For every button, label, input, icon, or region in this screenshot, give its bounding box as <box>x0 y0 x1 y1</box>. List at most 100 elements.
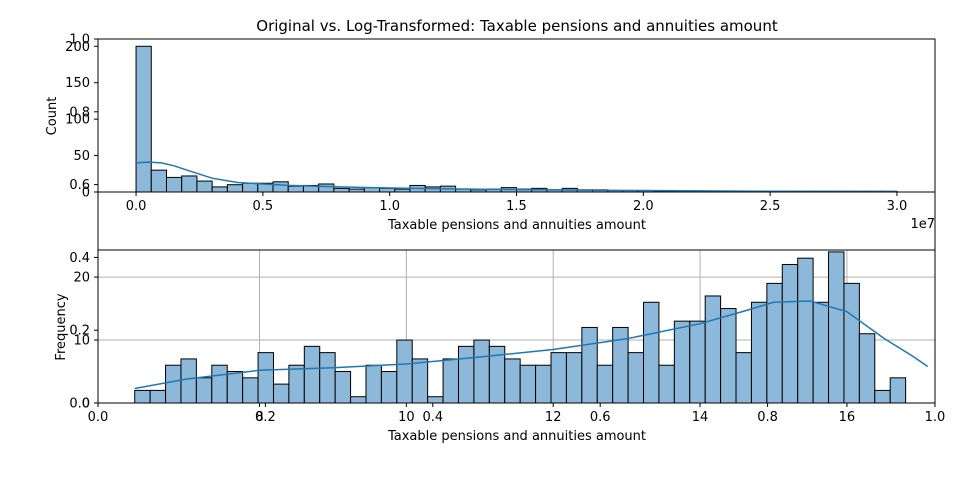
top-x-ticks: 0.0 0.5 1.0 1.5 2.0 2.5 3.0 <box>126 192 908 214</box>
overlay-x-tick-label: 0.2 <box>255 410 276 425</box>
figure-title: Original vs. Log-Transformed: Taxable pe… <box>256 17 778 35</box>
y-tick-label: 50 <box>73 149 90 164</box>
top-y-axis-label: Count <box>45 97 60 136</box>
histogram-bar <box>750 301 768 404</box>
histogram-bar <box>318 183 335 193</box>
histogram-bar <box>365 364 382 404</box>
histogram-bar <box>565 352 583 404</box>
histogram-bar <box>150 169 167 193</box>
histogram-bar <box>689 320 706 404</box>
overlay-y-tick-label: 0.0 <box>69 397 90 412</box>
histogram-bar <box>226 371 244 404</box>
histogram-bar <box>334 371 352 404</box>
histogram-bar <box>720 308 737 404</box>
histogram-bar <box>797 257 814 404</box>
overlay-x-ticks: 0.0 0.2 0.4 0.6 0.8 1.0 <box>88 403 946 425</box>
histogram-bar <box>350 396 367 404</box>
histogram-bar <box>195 377 213 404</box>
histogram-bar <box>287 185 304 193</box>
histogram-bar <box>812 301 830 404</box>
overlay-y-tick-label: 0.6 <box>69 178 90 193</box>
histogram-bar <box>874 389 891 404</box>
histogram-bar <box>427 396 444 404</box>
histogram-bar <box>272 181 289 193</box>
top-histogram-axes: 0.0 0.5 1.0 1.5 2.0 2.5 3.0 0 50 100 150 200 Taxab… <box>45 38 936 233</box>
x-tick-label: 1.5 <box>506 199 527 214</box>
y-tick-label: 100 <box>65 113 90 128</box>
histogram-bar <box>165 176 183 193</box>
x-tick-label: 10 <box>398 410 415 425</box>
histogram-bar <box>333 187 350 193</box>
bottom-histogram-bars <box>134 251 907 404</box>
histogram-bar <box>658 364 675 404</box>
histogram-bar <box>643 301 660 404</box>
bottom-y-ticks: 0 10 20 <box>73 271 98 412</box>
histogram-bar <box>473 339 490 404</box>
histogram-bar <box>766 282 783 404</box>
histogram-bar <box>519 364 537 404</box>
histogram-bar <box>828 251 845 404</box>
bottom-x-ticks: 8 10 12 14 16 <box>255 403 855 425</box>
bottom-histogram-axes: 8 10 12 14 16 0 10 20 Taxable pensions and ann… <box>54 249 936 444</box>
overlay-y-tick-label: 1.0 <box>69 33 90 48</box>
histogram-bar <box>411 358 429 404</box>
top-x-offset-label: 1e7 <box>910 217 935 232</box>
bottom-x-axis-label: Taxable pensions and annuities amount <box>387 429 646 444</box>
histogram-bar <box>442 358 459 404</box>
histogram-bar <box>303 345 321 404</box>
histogram-bar <box>272 383 290 404</box>
y-tick-label: 10 <box>73 334 90 349</box>
overlay-y-ticks: 0.0 0.2 0.4 0.6 0.8 1.0 <box>69 33 98 412</box>
histogram-bar <box>319 352 336 404</box>
x-tick-label: 0.0 <box>126 199 147 214</box>
histogram-bar <box>843 282 860 404</box>
x-tick-label: 12 <box>545 410 562 425</box>
overlay-x-tick-label: 0.6 <box>590 410 611 425</box>
y-tick-label: 150 <box>65 76 90 91</box>
histogram-bar <box>504 358 521 404</box>
histogram-bar <box>135 45 152 193</box>
x-tick-label: 3.0 <box>887 199 908 214</box>
x-tick-label: 2.0 <box>633 199 654 214</box>
histogram-bar <box>257 352 274 404</box>
x-tick-label: 0.5 <box>253 199 274 214</box>
overlay-y-tick-label: 0.4 <box>69 251 90 266</box>
histogram-bar <box>211 364 228 404</box>
histogram-bar <box>550 352 567 404</box>
x-tick-label: 16 <box>839 410 856 425</box>
histogram-bar <box>396 339 413 404</box>
histogram-bar <box>165 364 182 404</box>
histogram-bar <box>889 377 907 404</box>
x-tick-label: 2.5 <box>760 199 781 214</box>
bottom-kde-line <box>134 300 929 390</box>
x-tick-label: 8 <box>255 410 263 425</box>
histogram-bar <box>226 184 244 193</box>
overlay-x-tick-label: 0.4 <box>422 410 443 425</box>
histogram-bar <box>211 186 228 193</box>
histogram-bar <box>781 263 799 404</box>
y-tick-label: 20 <box>73 271 90 286</box>
top-x-axis-label: Taxable pensions and annuities amount <box>387 218 646 233</box>
histogram-bar <box>627 352 645 404</box>
bottom-axes-frame <box>97 249 936 404</box>
y-tick-label: 0 <box>82 397 90 412</box>
overlay-x-tick-label: 0.8 <box>757 410 778 425</box>
overlay-x-tick-label: 1.0 <box>925 410 946 425</box>
histogram-bar <box>735 352 752 404</box>
histogram-bar <box>196 180 213 193</box>
histogram-bar <box>673 320 691 404</box>
histogram-bar <box>149 389 167 404</box>
histogram-bar <box>858 333 876 404</box>
overlay-y-tick-label: 0.2 <box>69 324 90 339</box>
top-y-ticks: 0 50 100 150 200 <box>65 40 98 201</box>
histogram-bar <box>380 371 398 404</box>
histogram-bar <box>180 358 197 404</box>
y-tick-label: 0 <box>82 186 90 201</box>
histogram-bar <box>596 364 614 404</box>
histogram-bar <box>288 364 305 404</box>
histogram-bar <box>379 187 396 193</box>
histogram-bar <box>242 182 259 193</box>
histogram-bar <box>535 364 552 404</box>
y-tick-label: 200 <box>65 40 90 55</box>
